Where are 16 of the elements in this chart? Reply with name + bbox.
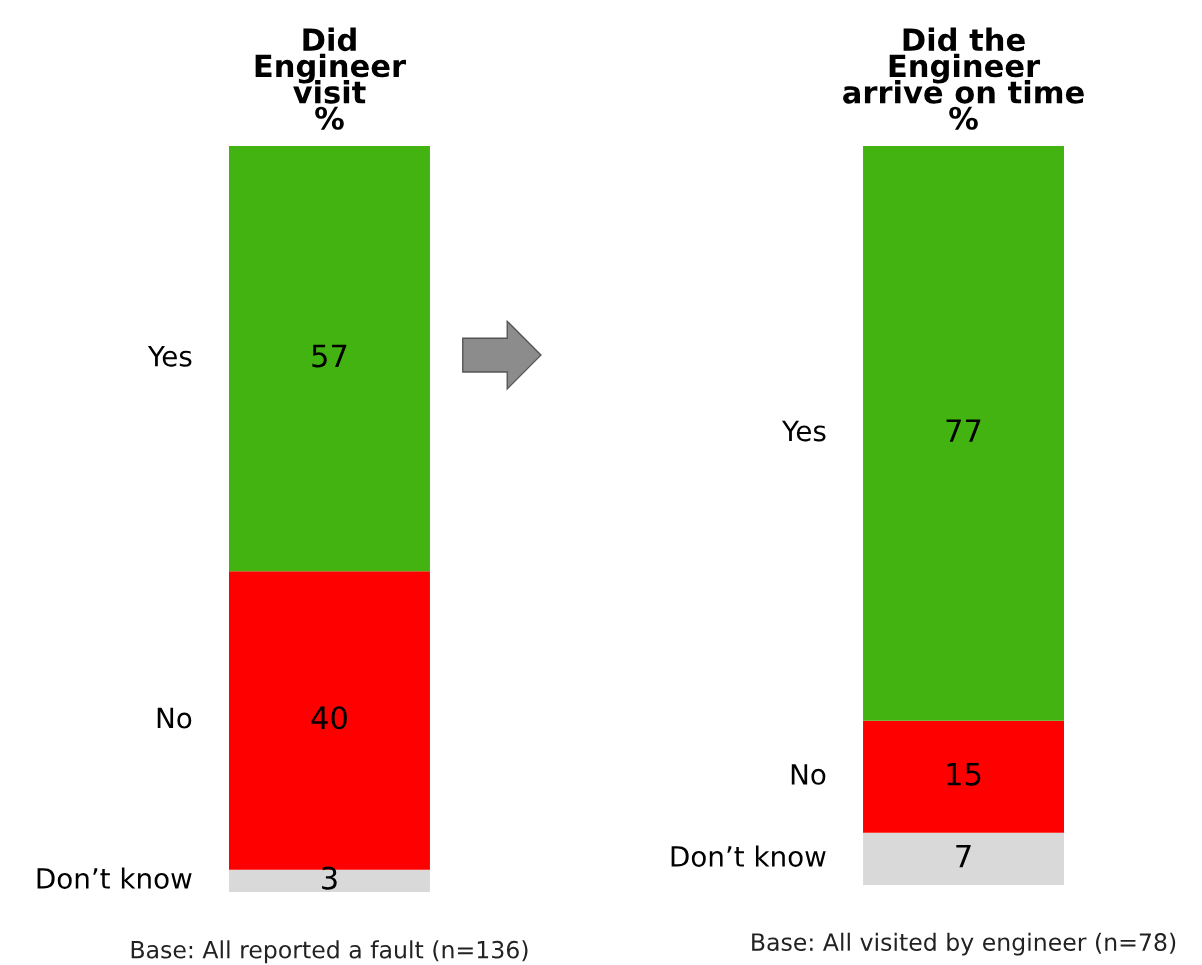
data-label: 3 [322, 866, 337, 890]
series-label: No [157, 707, 192, 729]
data-label: 40 [311, 706, 347, 730]
text: Base: All reported a fault (n=136) [131, 940, 528, 964]
chart-title: Did Engineer visit % [255, 27, 406, 130]
series-label: Yes [781, 420, 826, 442]
data-label: 15 [947, 762, 981, 786]
series-label: No [791, 764, 826, 785]
series-label: Yes [147, 346, 192, 367]
data-label: 77 [946, 419, 981, 442]
series-label: Don’t know [671, 845, 826, 867]
text: Base: All visited by engineer (n=78) [752, 932, 1176, 956]
series-label: Don’t know [37, 867, 192, 889]
data-label: 57 [312, 344, 347, 368]
data-label: 7 [956, 845, 971, 868]
chart-title: Did the Engineer arrive on time % [843, 27, 1084, 130]
